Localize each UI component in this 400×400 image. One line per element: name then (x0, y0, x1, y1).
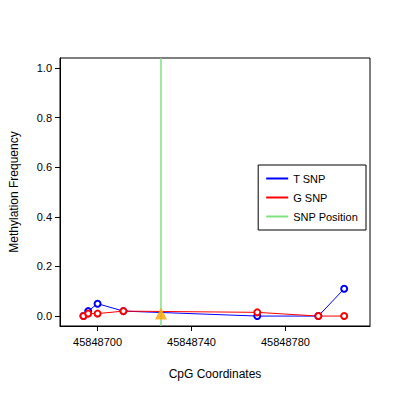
svg-text:0.6: 0.6 (37, 161, 52, 173)
svg-text:T SNP: T SNP (293, 173, 325, 185)
svg-text:G SNP: G SNP (293, 192, 327, 204)
svg-text:0.0: 0.0 (37, 310, 52, 322)
svg-text:Methylation Frequency: Methylation Frequency (7, 131, 21, 252)
svg-text:CpG Coordinates: CpG Coordinates (169, 367, 262, 381)
svg-text:SNP Position: SNP Position (293, 211, 358, 223)
svg-text:45848700: 45848700 (73, 336, 122, 348)
svg-text:45848740: 45848740 (167, 336, 216, 348)
svg-text:0.2: 0.2 (37, 260, 52, 272)
svg-text:45848780: 45848780 (261, 336, 310, 348)
svg-text:0.4: 0.4 (37, 211, 52, 223)
svg-text:1.0: 1.0 (37, 62, 52, 74)
svg-text:0.8: 0.8 (37, 112, 52, 124)
